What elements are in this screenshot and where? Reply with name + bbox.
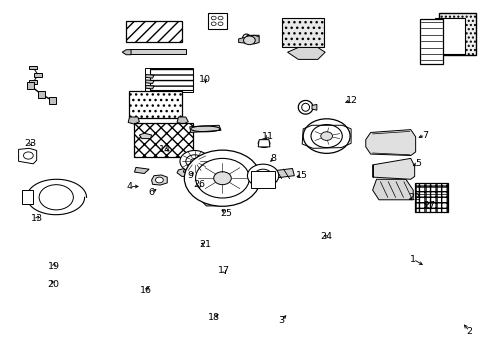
Circle shape [184, 150, 260, 206]
Bar [144, 68, 192, 92]
Text: 15: 15 [296, 171, 307, 180]
Polygon shape [238, 35, 259, 44]
Bar [250, 171, 275, 188]
Polygon shape [38, 91, 45, 98]
Polygon shape [372, 179, 412, 200]
Text: 10: 10 [199, 76, 211, 85]
Text: 27: 27 [423, 201, 434, 210]
Circle shape [218, 22, 223, 26]
Polygon shape [34, 73, 42, 77]
Text: 24: 24 [320, 233, 332, 242]
Polygon shape [183, 167, 198, 174]
Polygon shape [177, 167, 194, 176]
Polygon shape [177, 117, 188, 124]
Polygon shape [29, 66, 37, 69]
Bar [128, 91, 182, 118]
Circle shape [195, 158, 249, 198]
Text: 26: 26 [193, 180, 205, 189]
Polygon shape [122, 50, 131, 55]
Text: 12: 12 [346, 95, 357, 104]
Circle shape [320, 132, 332, 140]
Bar [282, 18, 323, 47]
Polygon shape [22, 190, 33, 204]
Polygon shape [145, 80, 154, 84]
Circle shape [23, 152, 33, 159]
Polygon shape [365, 130, 415, 156]
Bar [126, 21, 182, 42]
Circle shape [247, 164, 278, 187]
Circle shape [254, 169, 271, 182]
Polygon shape [246, 35, 259, 41]
Text: 18: 18 [208, 313, 220, 322]
Bar [134, 122, 193, 157]
Circle shape [310, 125, 342, 148]
Text: 22: 22 [408, 193, 420, 202]
Circle shape [213, 172, 231, 185]
Text: 5: 5 [414, 159, 420, 168]
Polygon shape [134, 167, 149, 174]
Text: 14: 14 [159, 145, 171, 154]
Text: 2: 2 [466, 327, 471, 336]
Circle shape [185, 155, 203, 168]
Polygon shape [189, 125, 221, 132]
Bar [414, 183, 447, 212]
Circle shape [190, 158, 198, 164]
Text: 1: 1 [409, 255, 415, 264]
Text: 6: 6 [148, 188, 154, 197]
Polygon shape [145, 75, 154, 78]
Circle shape [155, 177, 163, 183]
Text: 3: 3 [278, 316, 284, 325]
Polygon shape [201, 195, 224, 206]
Bar [434, 18, 464, 54]
Polygon shape [128, 117, 139, 124]
Circle shape [258, 139, 269, 148]
Polygon shape [129, 49, 185, 54]
Polygon shape [151, 175, 167, 185]
Circle shape [211, 22, 216, 26]
Circle shape [39, 185, 73, 210]
Text: 11: 11 [262, 132, 273, 140]
Text: 23: 23 [24, 139, 36, 148]
Polygon shape [27, 82, 34, 89]
Text: 8: 8 [270, 154, 276, 163]
Circle shape [180, 150, 209, 172]
Circle shape [243, 36, 255, 45]
Bar [438, 13, 474, 55]
Polygon shape [263, 168, 294, 179]
Text: 16: 16 [140, 287, 151, 295]
Bar [149, 69, 192, 90]
Circle shape [211, 16, 216, 20]
Polygon shape [139, 133, 151, 139]
Text: 21: 21 [199, 240, 211, 249]
Circle shape [303, 119, 349, 153]
Text: 4: 4 [126, 182, 132, 191]
Text: 9: 9 [187, 171, 193, 180]
Polygon shape [372, 158, 414, 179]
Polygon shape [49, 97, 56, 104]
Text: 20: 20 [48, 280, 60, 289]
Polygon shape [258, 140, 269, 147]
Bar [419, 19, 442, 64]
Text: 17: 17 [218, 266, 229, 275]
Text: 13: 13 [31, 214, 42, 223]
Text: 25: 25 [220, 208, 231, 217]
Polygon shape [19, 148, 37, 164]
Text: 19: 19 [48, 262, 60, 271]
Polygon shape [311, 104, 316, 110]
Polygon shape [145, 85, 154, 89]
Polygon shape [287, 48, 325, 59]
Circle shape [218, 16, 223, 20]
Text: 7: 7 [422, 130, 427, 139]
Polygon shape [29, 80, 37, 84]
Bar [208, 13, 226, 29]
